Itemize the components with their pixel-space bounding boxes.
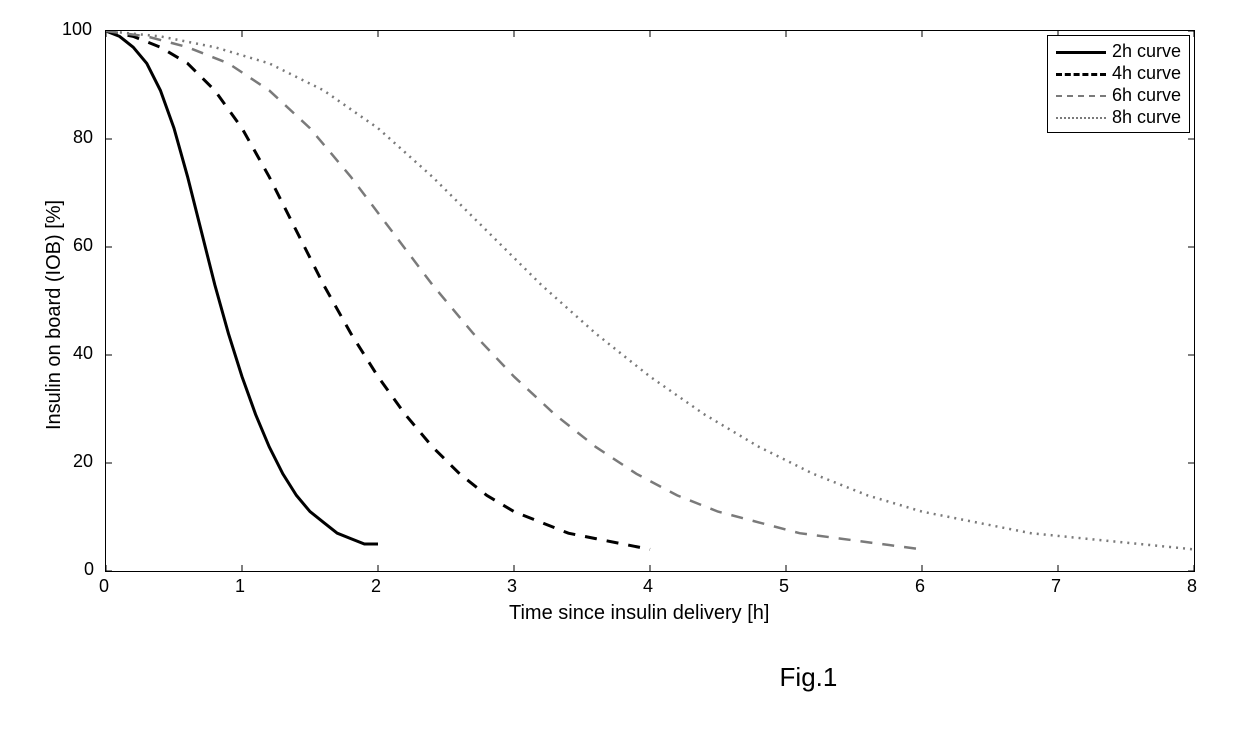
y-tick-label: 100 <box>62 19 92 40</box>
y-tick-label: 60 <box>73 235 93 256</box>
x-tick-label: 6 <box>915 576 925 597</box>
legend-line-sample <box>1056 107 1106 127</box>
legend-line-sample <box>1056 85 1106 105</box>
legend-label: 2h curve <box>1112 41 1181 62</box>
legend-label: 4h curve <box>1112 63 1181 84</box>
x-tick-label: 7 <box>1051 576 1061 597</box>
y-tick-label: 20 <box>73 451 93 472</box>
legend-item: 6h curve <box>1056 84 1181 106</box>
series-line <box>106 31 650 549</box>
legend: 2h curve4h curve6h curve8h curve <box>1047 35 1190 133</box>
legend-label: 8h curve <box>1112 107 1181 128</box>
x-tick-label: 3 <box>507 576 517 597</box>
x-tick-label: 2 <box>371 576 381 597</box>
x-tick-label: 8 <box>1187 576 1197 597</box>
legend-item: 8h curve <box>1056 106 1181 128</box>
legend-item: 2h curve <box>1056 40 1181 62</box>
x-tick-label: 0 <box>99 576 109 597</box>
x-axis-label: Time since insulin delivery [h] <box>509 602 769 625</box>
y-tick-label: 40 <box>73 343 93 364</box>
legend-line-sample <box>1056 41 1106 61</box>
x-tick-label: 4 <box>643 576 653 597</box>
y-tick-label: 80 <box>73 127 93 148</box>
plot-area: 2h curve4h curve6h curve8h curve <box>105 30 1195 572</box>
figure: 2h curve4h curve6h curve8h curve Insulin… <box>0 0 1240 746</box>
y-axis-label: Insulin on board (IOB) [%] <box>43 200 66 430</box>
legend-label: 6h curve <box>1112 85 1181 106</box>
series-line <box>106 31 922 549</box>
x-tick-label: 1 <box>235 576 245 597</box>
legend-line-sample <box>1056 63 1106 83</box>
legend-item: 4h curve <box>1056 62 1181 84</box>
plot-svg <box>106 31 1194 571</box>
x-tick-label: 5 <box>779 576 789 597</box>
series-line <box>106 31 1194 549</box>
series-line <box>106 31 378 544</box>
y-tick-label: 0 <box>84 559 94 580</box>
figure-caption: Fig.1 <box>780 662 838 693</box>
